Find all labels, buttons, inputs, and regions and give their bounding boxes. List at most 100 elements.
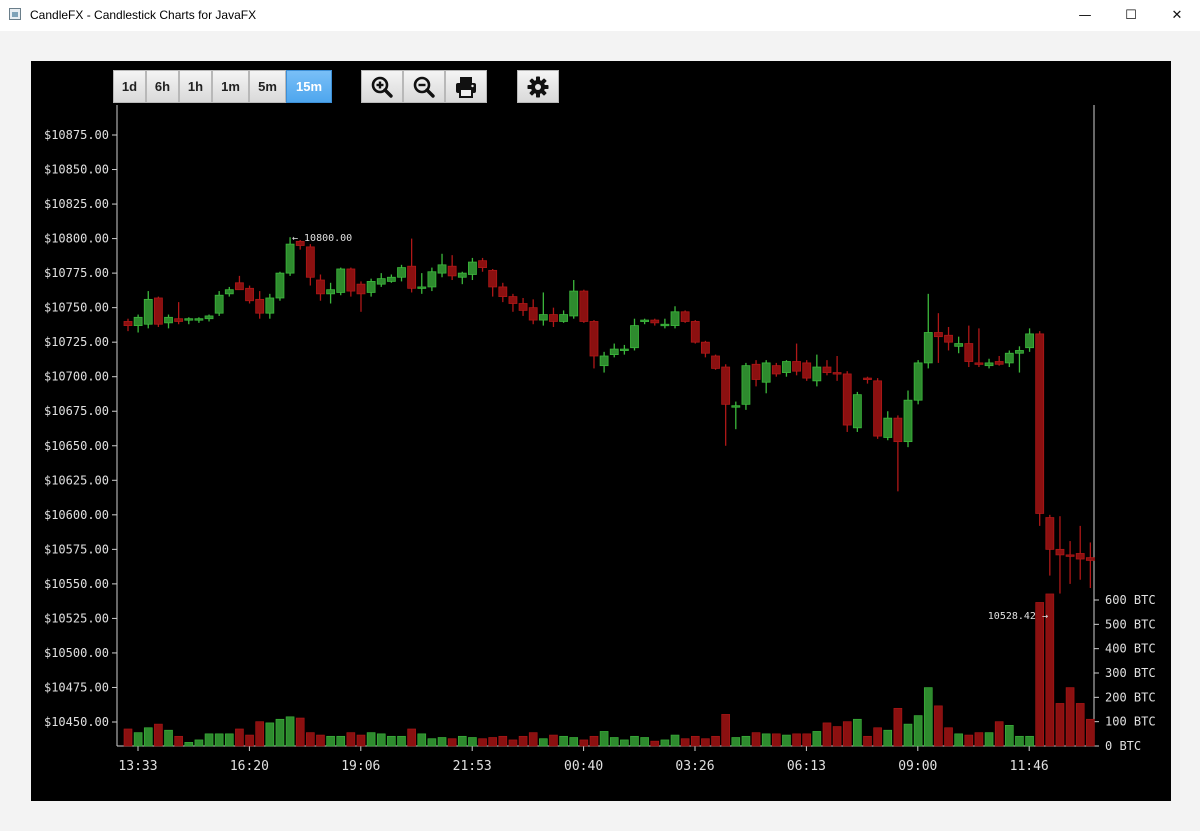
volume-bar-down [174,735,183,747]
candle-down [346,268,356,292]
candle-up [569,290,579,317]
volume-bar-down [1055,703,1065,747]
volume-bar-up [741,735,751,747]
candle-down [944,334,953,343]
settings-button[interactable] [517,70,559,103]
candle-down [934,332,943,338]
candle-up [133,316,143,327]
volume-bar-up [954,733,963,747]
candle-down [235,282,244,291]
volume-bar-up [366,732,376,747]
volume-bar-up [417,733,427,747]
volume-bar-down [316,734,325,747]
volume-bar-up [1025,735,1034,747]
candle-down [721,366,731,405]
candle-up [143,298,153,325]
volume-bar-up [569,737,579,747]
volume-bar-up [1005,725,1014,747]
volume-bar-down [711,735,720,747]
candle-down [407,265,417,289]
candle-up [619,348,629,351]
volume-axis: 600 BTC 500 BTC 400 BTC 300 BTC 200 BTC 100 B… [1093,105,1156,753]
granularity-1d-button[interactable]: 1d [113,70,146,103]
granularity-6h-button[interactable]: 6h [146,70,179,103]
candle-up [923,332,933,364]
volume-bar-up [133,732,143,747]
volume-bar-up [214,733,224,747]
volume-bar-down [407,728,416,747]
candle-down [701,341,710,354]
high-price-annotation: ← 10800.00 [292,233,352,244]
volume-bar-up [225,733,234,747]
candle-up [194,318,204,321]
candle-up [1025,333,1034,349]
maximize-button[interactable]: ☐ [1125,8,1137,23]
annotations: ← 10800.00 10528.42 → [292,233,1048,622]
candle-down [751,363,761,380]
candle-down [123,321,133,327]
low-price-annotation: 10528.42 → [988,611,1048,622]
volume-bar-down [974,732,984,747]
candle-down [974,362,984,365]
granularity-5m-button[interactable]: 5m [249,70,286,103]
candle-down [305,246,315,278]
zoom-out-icon [413,76,435,98]
candle-up [903,399,913,443]
volume-bar-up [387,735,396,747]
candles [123,237,1095,594]
minimize-button[interactable]: — [1078,8,1092,23]
granularity-15m-button[interactable]: 15m [286,70,332,103]
candle-up [559,314,568,322]
candle-down [802,362,812,379]
zoom-out-button[interactable] [403,70,445,103]
volume-bar-up [903,723,913,747]
volume-tick-label: 300 BTC [1105,666,1156,680]
candle-down [153,297,163,325]
volume-bar-down [508,739,518,747]
volume-bar-up [599,731,609,747]
volume-bar-down [528,732,538,747]
volume-bar-down [346,732,356,747]
zoom-in-button[interactable] [361,70,403,103]
volume-bar-down [579,739,589,747]
granularity-1m-button[interactable]: 1m [212,70,249,103]
volume-bar-up [285,716,295,747]
volume-bar-down [1045,593,1055,747]
candle-up [538,314,548,321]
volume-bar-down [893,707,903,747]
settings-gear-icon [527,76,549,97]
volume-bar-down [356,734,366,747]
granularity-1h-button[interactable]: 1h [179,70,212,103]
close-button[interactable]: ✕ [1171,8,1183,23]
candle-down [488,269,498,288]
volume-bar-up [204,733,214,747]
volume-tick-label: 0 BTC [1105,739,1141,753]
volume-bar-down [751,732,761,747]
candle-down [994,361,1004,365]
volume-bar-up [184,742,194,747]
volume-bar-down [295,717,305,747]
volume-bar-up [670,734,680,747]
candle-up [437,264,447,274]
candle-up [761,362,771,383]
candle-up [660,323,670,327]
print-button[interactable] [445,70,487,103]
candle-down [873,380,883,437]
price-tick-label: $10575.00 [44,542,109,556]
volume-bar-down [863,735,872,747]
volume-bar-up [761,733,771,747]
volume-bar-up [326,735,335,747]
candle-down [518,303,528,311]
volume-bar-up [731,737,741,747]
price-tick-label: $10875.00 [44,128,109,142]
price-tick-label: $10825.00 [44,197,109,211]
candle-up [984,362,994,367]
volume-bar-up [539,738,548,747]
candle-up [386,276,396,282]
volume-bar-up [923,687,933,747]
chart-panel[interactable] [31,61,1171,801]
volume-bar-down [1065,687,1075,747]
candle-up [468,261,477,275]
volume-bar-down [832,726,842,747]
